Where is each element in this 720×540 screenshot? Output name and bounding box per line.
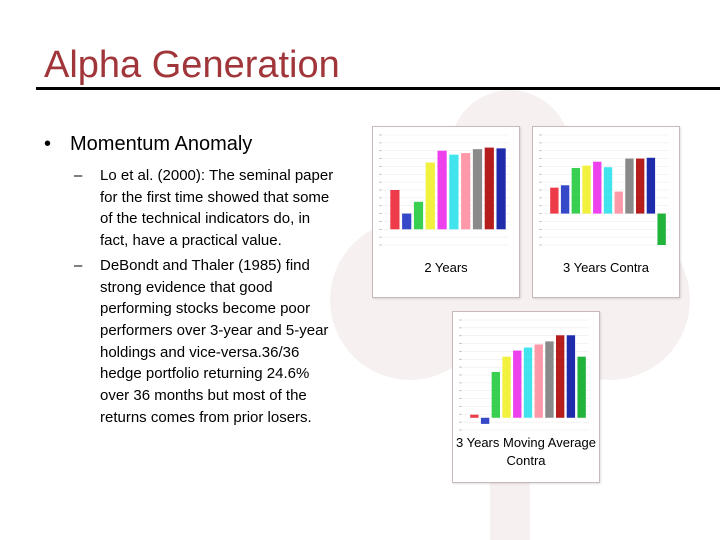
dash-marker: – <box>74 167 83 184</box>
sub-bullet: – DeBondt and Thaler (1985) find strong … <box>44 255 354 429</box>
bar <box>566 335 576 418</box>
bar <box>560 185 570 214</box>
sub-bullet-list: – Lo et al. (2000): The seminal paper fo… <box>44 165 354 428</box>
bar <box>635 158 645 214</box>
slide-title: Alpha Generation <box>44 44 340 86</box>
bar <box>484 147 494 230</box>
bar <box>571 168 581 214</box>
bar <box>502 356 511 418</box>
bar <box>550 187 559 214</box>
bar <box>646 157 656 214</box>
bar <box>614 191 623 214</box>
bar <box>402 213 412 230</box>
bar <box>582 165 591 214</box>
chart-2-years: 2 Years <box>372 126 520 298</box>
bullet-list: • Momentum Anomaly – Lo et al. (2000): T… <box>44 131 354 431</box>
chart-caption: 3 Years Moving Average Contra <box>456 435 596 468</box>
bar <box>593 161 602 214</box>
sub-bullet-text: Lo et al. (2000): The seminal paper for … <box>100 167 334 250</box>
bar <box>449 154 459 230</box>
bar <box>413 201 424 230</box>
bar <box>534 344 543 418</box>
bar <box>523 347 533 418</box>
main-bullet-text: Momentum Anomaly <box>70 133 253 155</box>
bar <box>425 162 435 230</box>
bar <box>545 341 554 418</box>
bar <box>577 356 586 418</box>
bar <box>472 149 483 230</box>
chart-svg <box>459 319 589 431</box>
dash-marker: – <box>74 256 83 274</box>
bar <box>390 190 400 230</box>
bar <box>625 158 634 214</box>
chart-3-years-contra: 3 Years Contra <box>532 126 680 298</box>
bar <box>461 153 471 230</box>
title-underline <box>36 87 720 90</box>
chart-3-years-moving-average-contra: 3 Years Moving Average Contra <box>452 311 600 483</box>
bar <box>470 414 479 418</box>
bar <box>657 213 666 245</box>
chart-svg <box>539 134 669 246</box>
bar <box>480 417 490 424</box>
chart-caption: 3 Years Contra <box>562 260 649 275</box>
main-bullet: • Momentum Anomaly <box>44 131 354 157</box>
bar <box>603 167 613 214</box>
bullet-marker: • <box>44 133 52 155</box>
bar <box>437 150 447 230</box>
bar <box>513 350 522 418</box>
bar <box>555 335 565 418</box>
chart-svg <box>379 134 509 246</box>
bar <box>496 148 506 230</box>
chart-caption: 2 Years <box>424 260 468 275</box>
sub-bullet-text: DeBondt and Thaler (1985) find strong ev… <box>100 256 329 426</box>
bar <box>491 371 501 418</box>
sub-bullet: – Lo et al. (2000): The seminal paper fo… <box>44 165 354 252</box>
